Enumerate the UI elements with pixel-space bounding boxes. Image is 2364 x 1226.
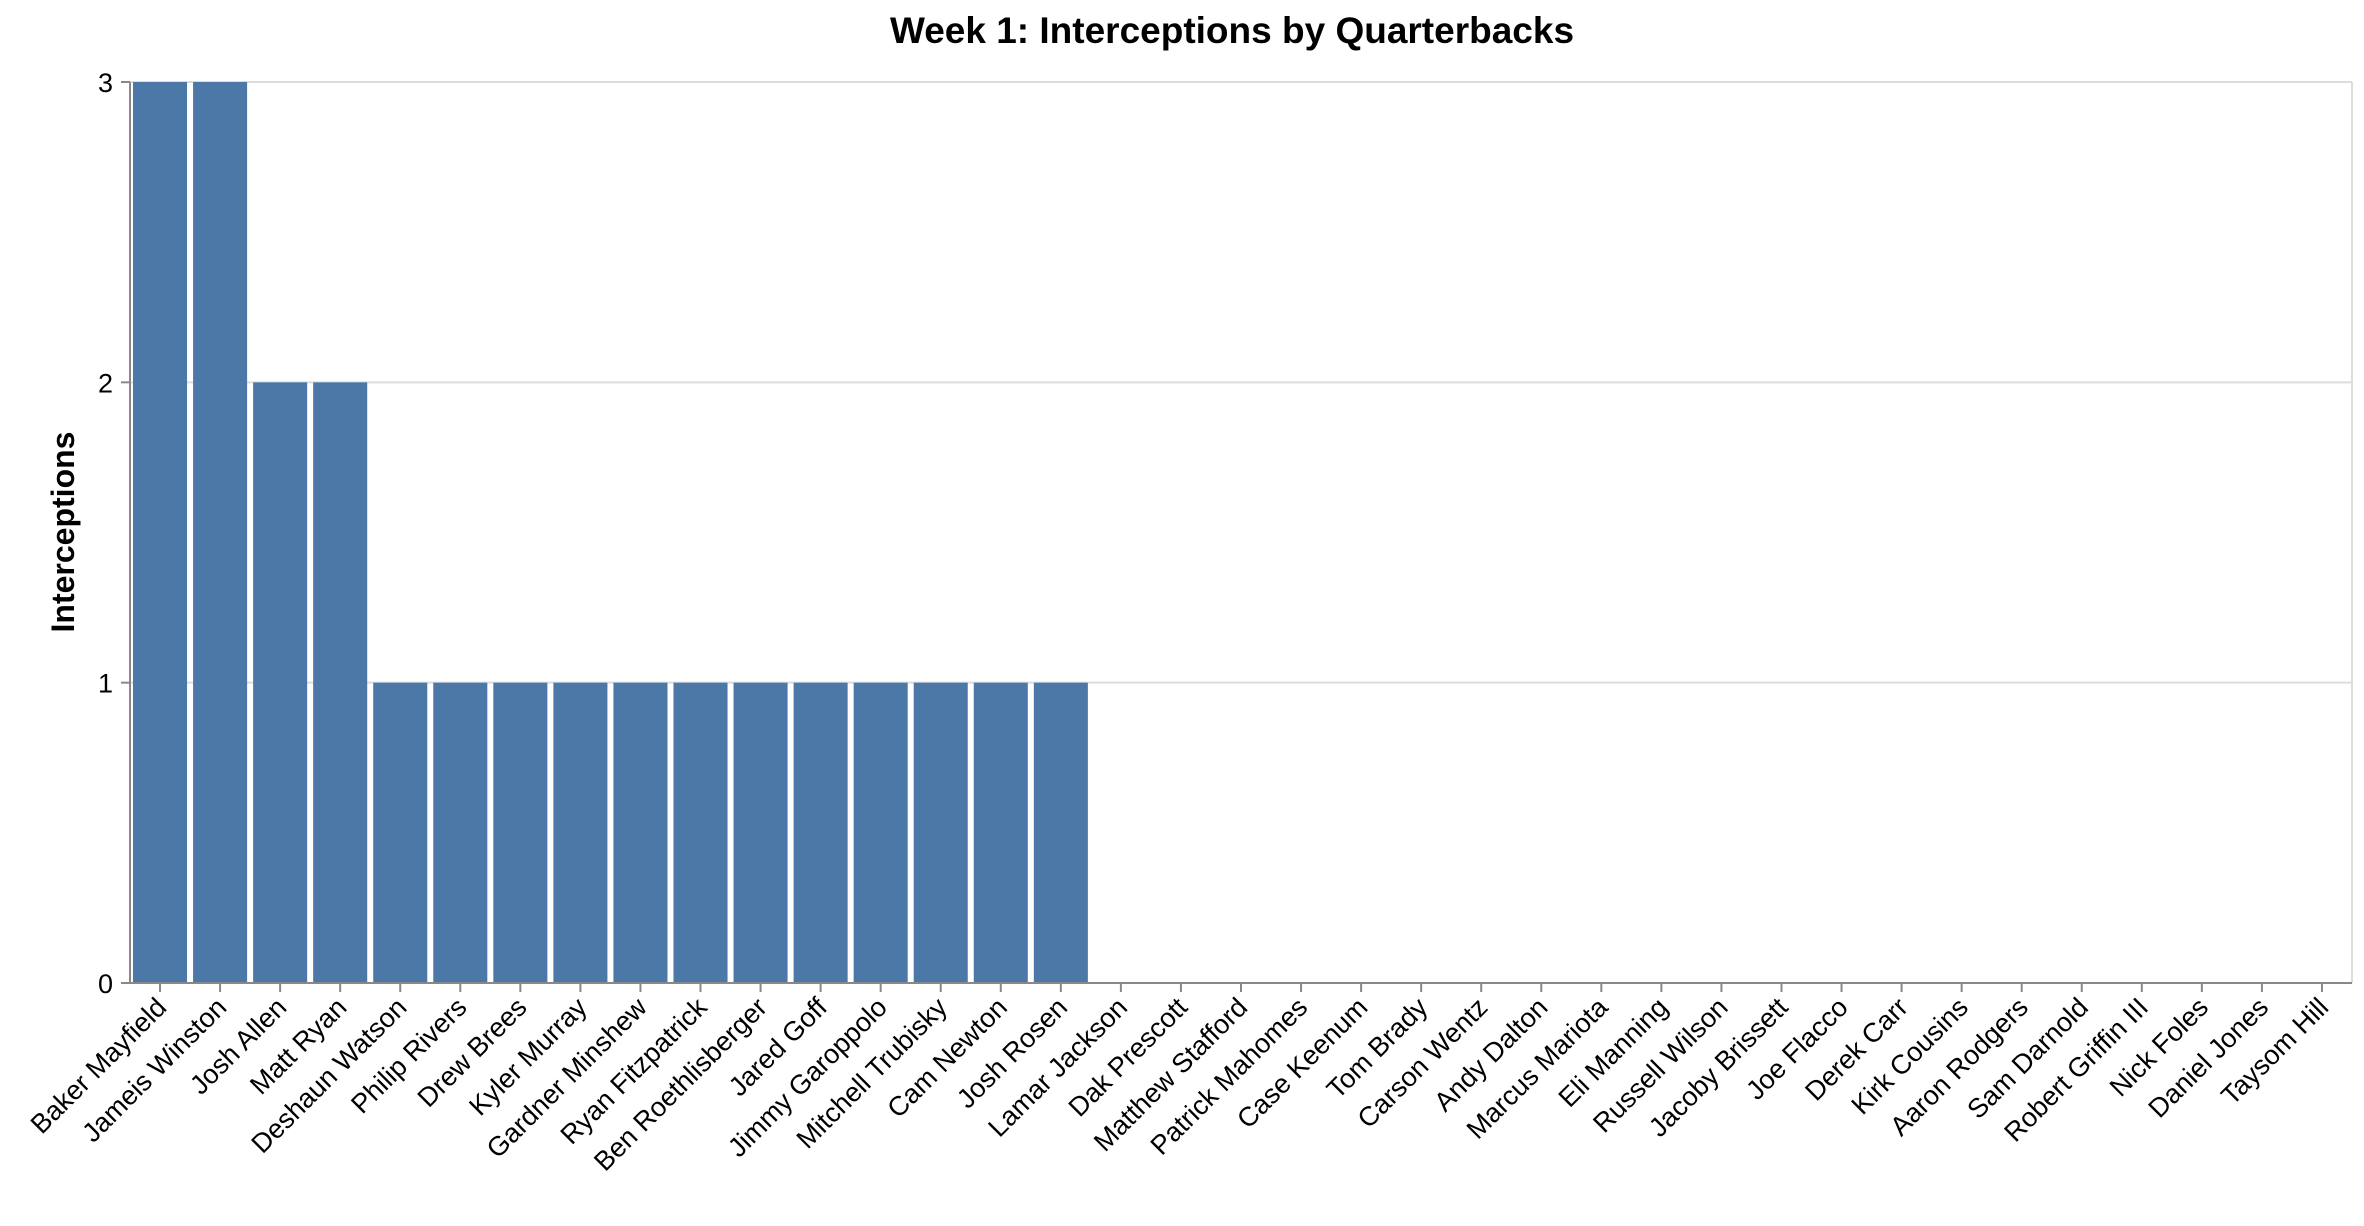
bar — [193, 82, 248, 983]
chart-title: Week 1: Interceptions by Quarterbacks — [890, 10, 1574, 51]
bar — [433, 682, 488, 983]
bar — [853, 682, 908, 983]
bar — [133, 82, 188, 983]
bar — [253, 382, 308, 983]
y-tick-label: 3 — [98, 68, 113, 98]
bar — [613, 682, 668, 983]
bars — [133, 82, 1088, 983]
y-axis-ticks: 0 1 2 3 — [98, 68, 130, 999]
y-tick-label: 2 — [98, 368, 113, 398]
bar — [733, 682, 788, 983]
bar — [973, 682, 1028, 983]
bar — [373, 682, 428, 983]
bar — [1033, 682, 1088, 983]
y-axis-title: Interceptions — [45, 432, 81, 633]
bar — [793, 682, 848, 983]
bar — [913, 682, 968, 983]
bar — [553, 682, 608, 983]
bar — [313, 382, 368, 983]
y-tick-label: 0 — [98, 969, 113, 999]
bar — [493, 682, 548, 983]
y-tick-label: 1 — [98, 669, 113, 699]
bar — [673, 682, 728, 983]
